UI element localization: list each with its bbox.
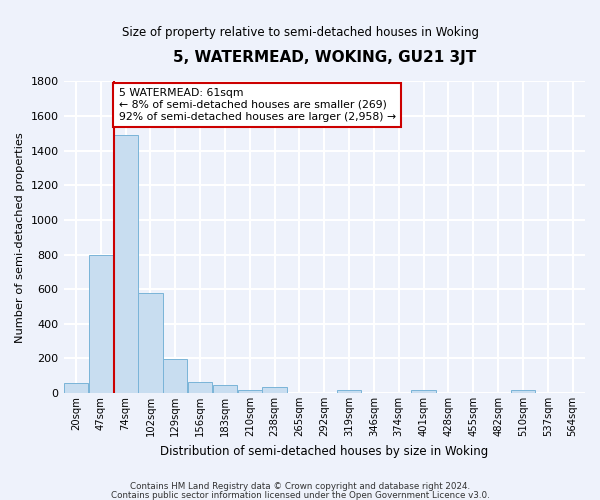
Bar bbox=[188, 382, 212, 393]
Bar bbox=[138, 292, 163, 393]
Bar bbox=[412, 390, 436, 393]
Text: 5 WATERMEAD: 61sqm
← 8% of semi-detached houses are smaller (269)
92% of semi-de: 5 WATERMEAD: 61sqm ← 8% of semi-detached… bbox=[119, 88, 396, 122]
Y-axis label: Number of semi-detached properties: Number of semi-detached properties bbox=[15, 132, 25, 342]
Bar bbox=[511, 390, 535, 393]
Bar bbox=[337, 390, 361, 393]
Title: 5, WATERMEAD, WOKING, GU21 3JT: 5, WATERMEAD, WOKING, GU21 3JT bbox=[173, 50, 476, 65]
Text: Contains public sector information licensed under the Open Government Licence v3: Contains public sector information licen… bbox=[110, 490, 490, 500]
X-axis label: Distribution of semi-detached houses by size in Woking: Distribution of semi-detached houses by … bbox=[160, 444, 488, 458]
Bar bbox=[262, 387, 287, 393]
Text: Size of property relative to semi-detached houses in Woking: Size of property relative to semi-detach… bbox=[121, 26, 479, 39]
Bar bbox=[64, 384, 88, 393]
Bar bbox=[213, 385, 237, 393]
Bar bbox=[89, 254, 113, 393]
Bar bbox=[113, 135, 138, 393]
Bar bbox=[163, 360, 187, 393]
Text: Contains HM Land Registry data © Crown copyright and database right 2024.: Contains HM Land Registry data © Crown c… bbox=[130, 482, 470, 491]
Bar bbox=[238, 390, 262, 393]
